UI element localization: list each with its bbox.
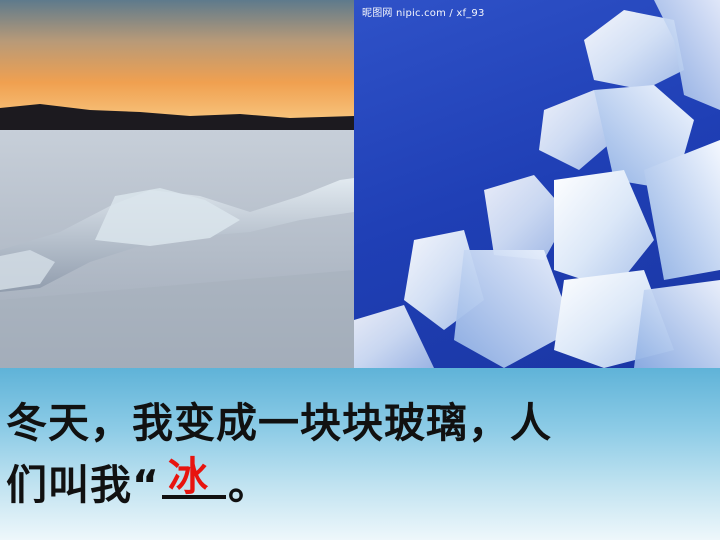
poem-caption: 冬天，我变成一块块玻璃，人 们叫我“ 冰。 xyxy=(6,392,718,516)
caption-line-1: 冬天，我变成一块块玻璃，人 xyxy=(6,399,552,447)
frozen-lake-photo xyxy=(0,0,354,368)
answer-text: 冰 xyxy=(167,454,209,500)
caption-line-2-suffix: 。 xyxy=(227,461,270,509)
caption-line-2-prefix: 们叫我“ xyxy=(6,461,160,509)
answer-blank: 冰 xyxy=(161,455,226,499)
ice-cubes-illustration xyxy=(354,0,720,368)
caption-line-2: 们叫我“ 冰。 xyxy=(6,454,718,516)
caption-background xyxy=(0,368,720,540)
watermark-text: 昵图网 nipic.com / xf_93 xyxy=(362,8,485,19)
frozen-lake-illustration xyxy=(0,0,354,368)
ice-cubes-photo: 昵图网 nipic.com / xf_93 xyxy=(354,0,720,368)
